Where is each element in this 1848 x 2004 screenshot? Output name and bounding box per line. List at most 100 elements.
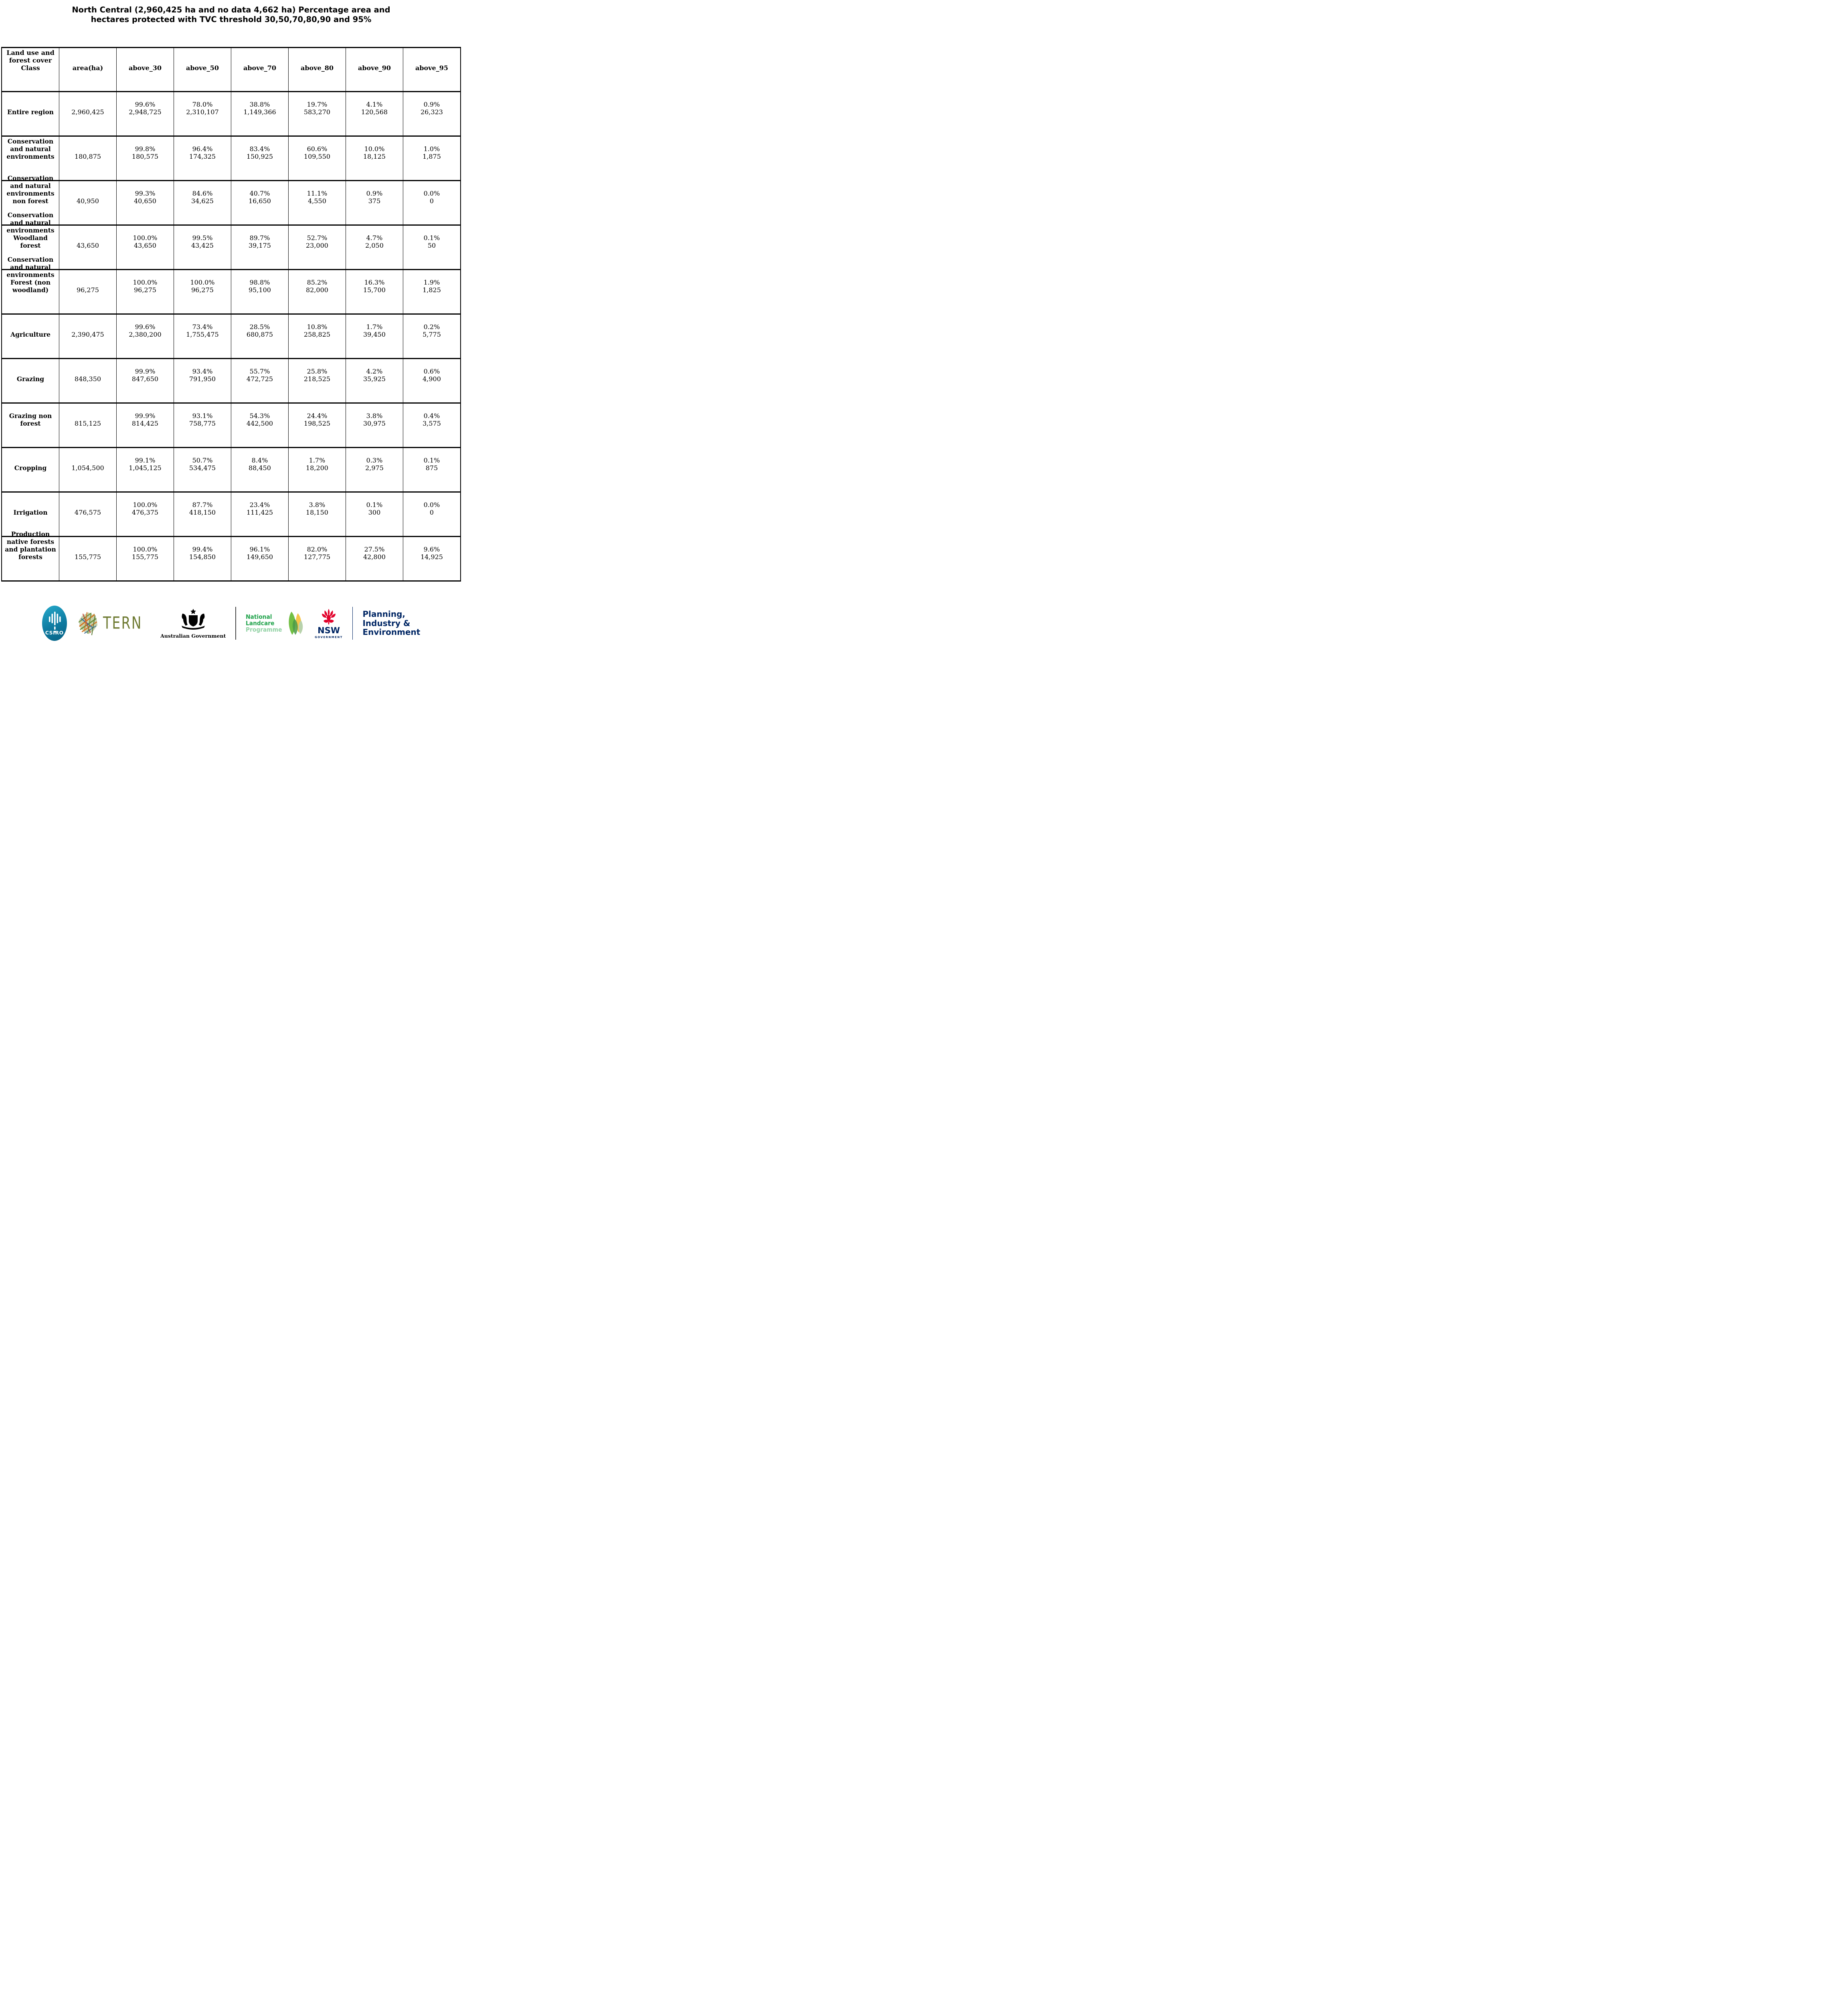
percent-value: 98.8%	[249, 279, 270, 286]
area-value: 848,350	[74, 375, 101, 383]
percent-value: 84.6%	[192, 190, 213, 197]
hectares-value: 88,450	[248, 464, 271, 472]
csiro-waveform-icon	[49, 612, 61, 633]
cell-area-ha: 476,575	[59, 491, 117, 537]
threshold-cell-values: 0.6% 4,900	[404, 368, 459, 383]
cell-land-use-class: Cropping	[2, 447, 59, 492]
threshold-cell-values: 89.7% 39,175	[232, 234, 287, 249]
percent-value: 4.1%	[366, 101, 383, 108]
percent-value: 83.4%	[249, 145, 270, 153]
cell-land-use-class: Grazing	[2, 358, 59, 403]
hectares-value: 680,875	[246, 331, 273, 338]
area-value: 43,650	[76, 242, 99, 249]
percent-value: 100.0%	[133, 234, 158, 242]
cell-area-ha: 848,350	[59, 358, 117, 403]
threshold-cell-values: 85.2% 82,000	[289, 279, 345, 294]
column-header-label: above_50	[186, 64, 219, 72]
hectares-value: 0	[429, 197, 434, 205]
cell-above-70: 28.5% 680,875	[230, 313, 289, 359]
column-header-label: above_80	[301, 64, 334, 72]
percent-value: 52.7%	[307, 234, 328, 242]
cell-land-use-class: Irrigation	[2, 491, 59, 537]
page-title: North Central (2,960,425 ha and no data …	[0, 5, 462, 25]
cell-above-50: 96.4% 174,325	[173, 135, 231, 181]
percent-value: 24.4%	[307, 412, 328, 420]
column-header-above-30: above_30	[116, 47, 174, 92]
percent-value: 99.9%	[135, 412, 156, 420]
cell-above-70: 89.7% 39,175	[230, 224, 289, 270]
australian-government-logo: Australian Government	[160, 608, 226, 639]
australian-government-crest-icon	[181, 608, 205, 630]
area-value: 180,875	[74, 153, 101, 160]
threshold-cell-values: 99.4% 154,850	[175, 545, 230, 561]
landcare-label-line1: National	[245, 613, 272, 620]
hectares-value: 109,550	[303, 153, 331, 160]
hectares-value: 43,650	[133, 242, 156, 249]
percent-value: 100.0%	[133, 501, 158, 509]
threshold-cell-values: 99.1% 1,045,125	[117, 457, 173, 472]
cell-above-70: 83.4% 150,925	[230, 135, 289, 181]
column-header-land-use-and-forest-cover-class: Land use and forest cover Class	[2, 48, 59, 92]
threshold-cell-values: 93.4% 791,950	[175, 368, 230, 383]
threshold-cell-values: 55.7% 472,725	[232, 368, 287, 383]
cell-above-95: 0.1% 875	[402, 447, 461, 492]
threshold-cell-values: 99.8% 180,575	[117, 145, 173, 160]
area-value: 1,054,500	[71, 464, 104, 472]
percent-value: 10.0%	[364, 145, 385, 153]
landcare-label-line2: Landcare	[245, 619, 275, 627]
percent-value: 85.2%	[307, 279, 328, 286]
hectares-value: 218,525	[303, 375, 331, 383]
cell-above-30: 99.8% 180,575	[116, 135, 174, 181]
threshold-cell-values: 3.8% 30,975	[347, 412, 402, 427]
threshold-cell-values: 96.4% 174,325	[175, 145, 230, 160]
percent-value: 99.8%	[135, 145, 156, 153]
cell-above-50: 93.1% 758,775	[173, 402, 231, 448]
nsw-waratah-icon	[322, 608, 336, 624]
cell-above-80: 10.8% 258,825	[288, 313, 346, 359]
threshold-cell-values: 96.1% 149,650	[232, 545, 287, 561]
cell-above-80: 85.2% 82,000	[288, 269, 346, 314]
percent-value: 78.0%	[192, 101, 213, 108]
percent-value: 96.4%	[192, 145, 213, 153]
cell-above-30: 100.0% 155,775	[116, 536, 174, 581]
column-header-label: above_30	[129, 64, 162, 72]
cell-land-use-class: Conservation and natural environments Fo…	[2, 256, 59, 314]
threshold-cell-values: 0.3% 2,975	[347, 457, 402, 472]
percent-value: 93.1%	[192, 412, 213, 420]
table-row: Entire region 2,960,425 99.6% 2,948,725 78.0…	[2, 91, 461, 136]
percent-value: 0.9%	[366, 190, 383, 197]
cell-area-ha: 1,054,500	[59, 447, 117, 492]
cell-land-use-class: Agriculture	[2, 313, 59, 359]
page-title-line1: North Central (2,960,425 ha and no data …	[72, 5, 390, 14]
cell-above-90: 4.1% 120,568	[345, 91, 403, 136]
hectares-value: 1,149,366	[243, 108, 276, 116]
hectares-value: 2,310,107	[186, 108, 219, 116]
percent-value: 100.0%	[133, 545, 158, 553]
csiro-logo-icon: CSIRO	[42, 606, 67, 641]
hectares-value: 1,825	[423, 286, 441, 294]
hectares-value: 50	[427, 242, 436, 249]
national-landcare-programme-logo: National Landcare Programme	[246, 610, 305, 636]
cell-area-ha: 43,650	[59, 224, 117, 270]
cell-above-90: 3.8% 30,975	[345, 402, 403, 448]
threshold-cell-values: 9.6% 14,925	[404, 545, 459, 561]
hectares-value: 1,875	[423, 153, 441, 160]
hectares-value: 39,450	[363, 331, 386, 338]
threshold-cell-values: 23.4% 111,425	[232, 501, 287, 516]
percent-value: 100.0%	[133, 279, 158, 286]
threshold-cell-values: 28.5% 680,875	[232, 323, 287, 338]
data-table: Land use and forest cover Class area(ha) a…	[1, 47, 461, 582]
cell-above-80: 19.7% 583,270	[288, 91, 346, 136]
percent-value: 0.1%	[366, 501, 383, 509]
column-header-label: above_95	[415, 64, 448, 72]
hectares-value: 14,925	[421, 553, 443, 561]
cell-area-ha: 40,950	[59, 180, 117, 225]
threshold-cell-values: 60.6% 109,550	[289, 145, 345, 160]
threshold-cell-values: 1.7% 18,200	[289, 457, 345, 472]
threshold-cell-values: 100.0% 43,650	[117, 234, 173, 249]
cell-above-50: 93.4% 791,950	[173, 358, 231, 403]
threshold-cell-values: 100.0% 476,375	[117, 501, 173, 516]
threshold-cell-values: 1.0% 1,875	[404, 145, 459, 160]
hectares-value: 5,775	[423, 331, 441, 338]
nsw-label: NSW	[317, 625, 340, 635]
